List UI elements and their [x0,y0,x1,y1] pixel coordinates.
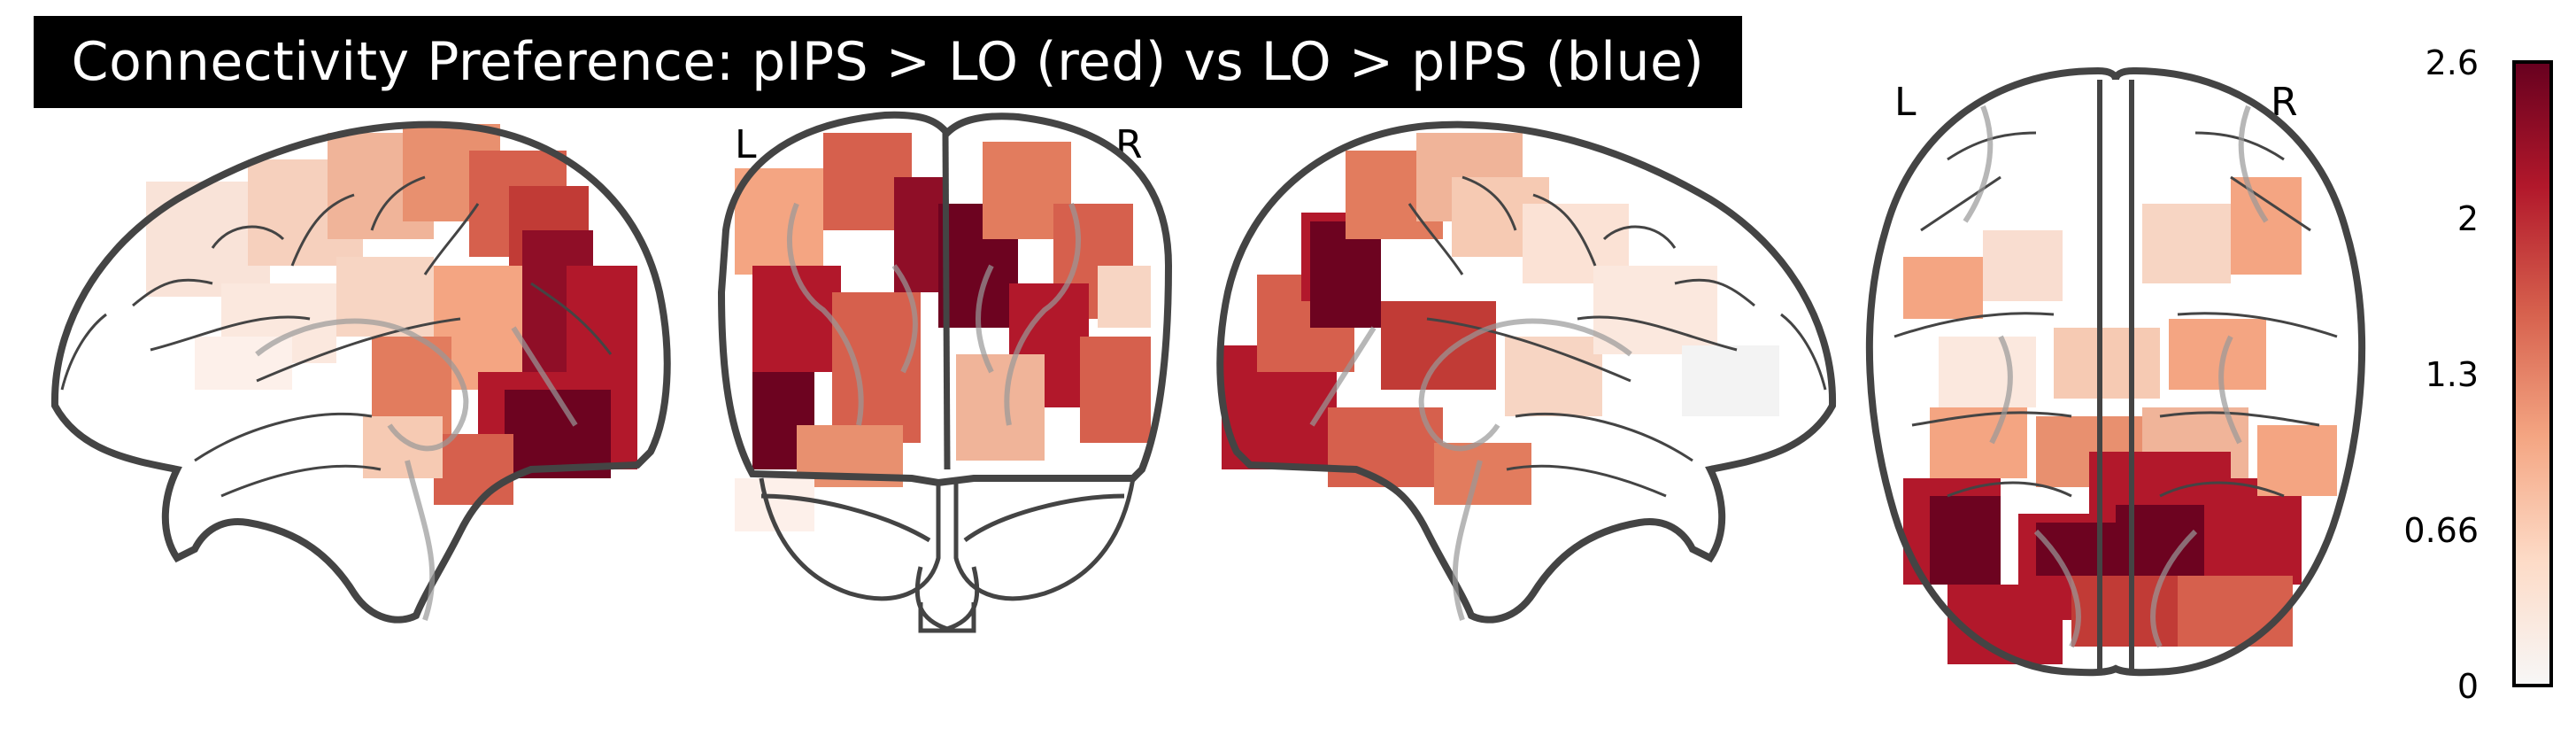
cerebellum-outline [759,477,1136,633]
brain-outline [1216,120,1837,624]
colorbar-tick: 1.3 [2426,355,2479,394]
colorbar-tick: 2 [2457,199,2479,238]
activation-patches [735,133,1151,531]
axial-view: L R [1865,66,2366,677]
coronal-left-label: L [735,122,757,167]
sagittal-left-view [50,120,671,624]
glass-contours [1963,105,2269,648]
midline [2097,80,2134,669]
figure-title: Connectivity Preference: pIPS > LO (red)… [34,16,1742,108]
glass-contours [255,318,578,621]
colorbar: 2.6 2 1.3 0.66 0 [2403,43,2553,706]
brain-outline [717,111,1173,487]
colorbar-gradient [2512,60,2553,687]
glass-contours [1309,318,1632,621]
colorbar-tick: 2.6 [2426,43,2479,82]
axial-left-label: L [1894,80,1917,125]
brain-outline [50,120,671,624]
brain-outline [1865,66,2366,677]
sulci-lines [60,175,613,498]
glass-contours [787,202,1081,426]
sulci-lines [1893,131,2338,498]
activation-patches [146,124,637,505]
activation-patches [1903,177,2337,664]
activation-patches [1222,133,1779,505]
midline [942,132,951,470]
colorbar-tick: 0.66 [2403,511,2479,550]
colorbar-tick: 0 [2457,667,2479,706]
sulci-lines [1408,175,1827,498]
sagittal-right-view [1216,120,1837,624]
coronal-view: L R [717,111,1173,633]
